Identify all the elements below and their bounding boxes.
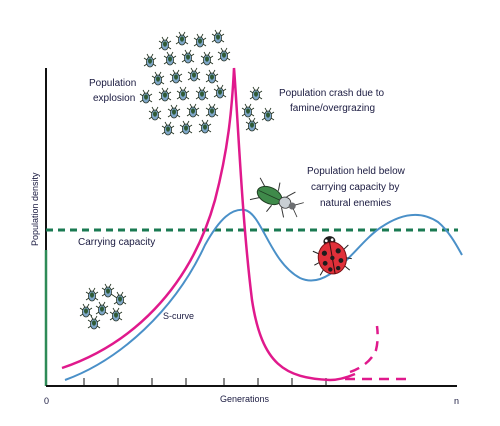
axes [44, 68, 457, 387]
x-axis-start: 0 [44, 396, 49, 406]
y-axis-label: Population density [30, 172, 40, 246]
x-axis-label: Generations [220, 394, 270, 404]
x-axis-ticks [83, 378, 327, 386]
held-label-line1: Population held below [307, 166, 406, 177]
explosion-curve-dashed-tail [345, 325, 410, 381]
ladybug-icon [312, 236, 352, 276]
aphid-icon [139, 29, 275, 136]
aphid-icon [79, 283, 127, 330]
held-label-line2: carrying capacity by [311, 182, 399, 193]
s-curve-label: S-curve [163, 311, 194, 321]
crash-label-line1: Population crash due to [279, 88, 385, 99]
held-label-line3: natural enemies [320, 198, 391, 209]
x-axis-end: n [454, 396, 459, 406]
crash-label-line2: famine/overgrazing [290, 103, 375, 114]
explosion-label-line2: explosion [93, 93, 135, 104]
s-curve-line [64, 208, 463, 381]
ground-beetle-icon [249, 177, 304, 218]
explosion-label-line1: Population [89, 78, 136, 89]
explosion-curve [61, 67, 356, 382]
carrying-capacity-label: Carrying capacity [78, 237, 155, 248]
